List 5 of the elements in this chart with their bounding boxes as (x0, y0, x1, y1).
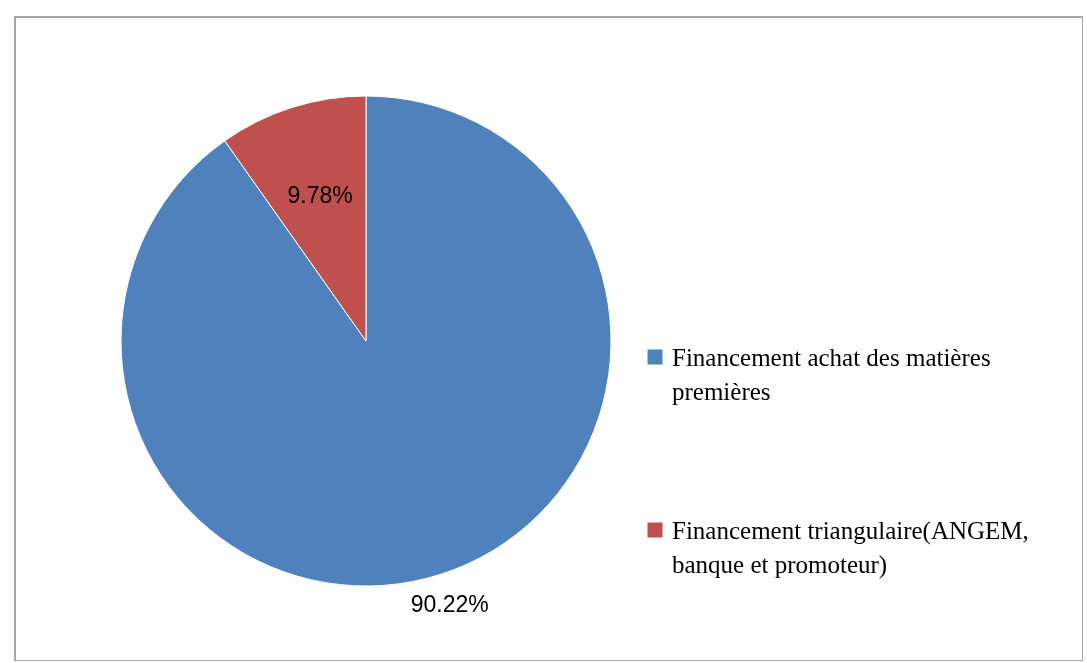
data-label: 9.78% (287, 182, 353, 209)
data-label: 90.22% (410, 591, 489, 618)
pie-slice (120, 95, 612, 587)
legend-label: Financement triangulaire(ANGEM, banque et promoteur) (672, 517, 1029, 579)
legend-label: Financement achat des matières premières (672, 344, 991, 405)
